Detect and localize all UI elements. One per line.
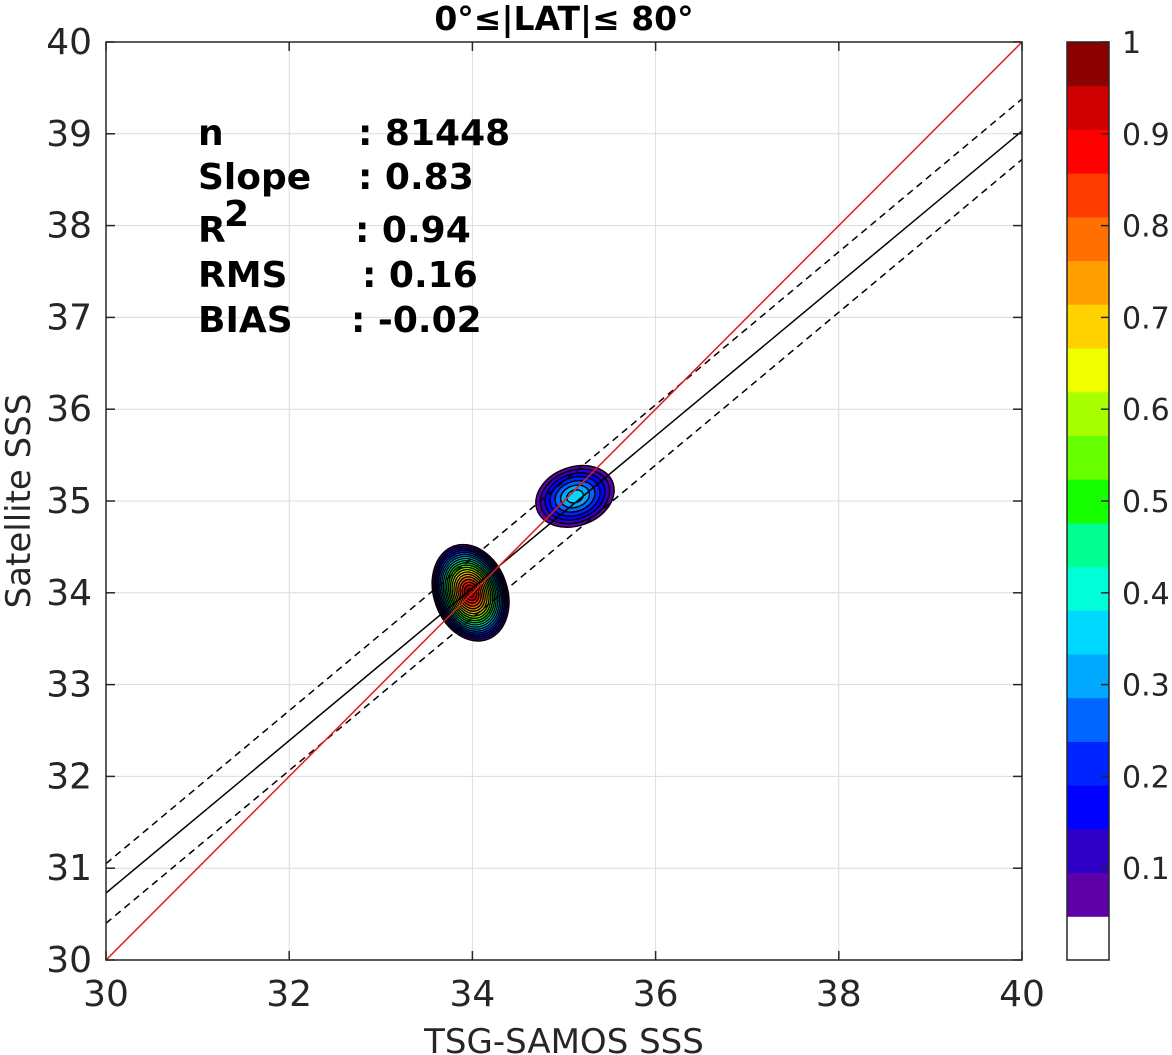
stat-label: RMS [198, 255, 287, 296]
y-tick-label: 40 [46, 22, 92, 63]
colorbar-tick-label: 0.6 [1122, 393, 1170, 428]
statistics-block: n : 81448 Slope : 0.83 R2 : 0.94 RMS : 0.16 BIAS… [198, 113, 510, 341]
regression-line [106, 130, 1022, 894]
colorbar-segment [1067, 85, 1109, 130]
one-to-one-line [106, 42, 1022, 960]
colorbar-segment [1067, 522, 1109, 568]
colorbar-tick-label: 0.4 [1122, 577, 1170, 612]
colorbar-segment [1067, 391, 1109, 436]
density-cluster [535, 464, 615, 528]
colorbar-segment [1067, 610, 1109, 655]
colorbar-segment [1067, 785, 1109, 830]
y-tick-label: 37 [46, 297, 92, 338]
stat-value: : -0.02 [351, 300, 482, 341]
stat-value: : 0.83 [358, 157, 474, 198]
colorbar-tick-label: 0.3 [1122, 669, 1170, 704]
colorbar-segment [1067, 216, 1109, 262]
x-tick-label: 36 [633, 974, 679, 1015]
y-tick-labels: 30 31 32 33 34 35 36 37 38 39 40 [46, 22, 92, 981]
colorbar-tick-label: 0.7 [1122, 301, 1170, 336]
colorbar-tick-label: 0.8 [1122, 210, 1170, 245]
x-tick-label: 30 [83, 974, 129, 1015]
stat-value: : 0.94 [355, 210, 471, 251]
colorbar-segment [1067, 916, 1109, 961]
colorbar-segment [1067, 654, 1109, 699]
stat-label: R [198, 210, 226, 251]
stat-label: n [198, 113, 224, 154]
colorbar-tick-label: 0.9 [1122, 118, 1170, 153]
y-tick-label: 39 [46, 114, 92, 155]
stat-value: : 0.16 [362, 255, 478, 296]
colorbar-segment [1067, 304, 1109, 349]
x-axis-title: TSG-SAMOS SSS [423, 1022, 704, 1055]
x-tick-labels: 30 32 34 36 38 40 [83, 974, 1045, 1015]
colorbar-tick-label: 0.5 [1122, 485, 1170, 520]
y-tick-label: 30 [46, 940, 92, 981]
colorbar-segment [1067, 741, 1109, 786]
colorbar-segment [1067, 828, 1109, 874]
stat-label: BIAS [198, 300, 293, 341]
colorbar-segment [1067, 173, 1109, 218]
fit-lower-bound-line [106, 158, 1022, 924]
y-tick-label: 36 [46, 389, 92, 430]
x-tick-label: 40 [999, 974, 1045, 1015]
colorbar-segment [1067, 348, 1109, 393]
chart-title: 0°≤|LAT|≤ 80° [434, 0, 693, 38]
reference-lines [106, 42, 1022, 960]
y-tick-label: 38 [46, 206, 92, 247]
colorbar-segment [1067, 260, 1109, 305]
stat-value: : 81448 [358, 113, 510, 154]
colorbar: 0.1 0.2 0.3 0.4 0.5 0.6 0.7 0.8 0.9 1 [1066, 26, 1170, 961]
y-tick-label: 32 [46, 756, 92, 797]
colorbar-segment [1067, 872, 1109, 917]
stat-label: Slope [198, 157, 311, 198]
x-tick-label: 32 [266, 974, 312, 1015]
y-tick-label: 33 [46, 665, 92, 706]
x-tick-label: 38 [816, 974, 862, 1015]
colorbar-tick-label: 0.2 [1122, 760, 1170, 795]
fit-upper-bound-line [106, 98, 1022, 865]
grid [105, 41, 1023, 961]
colorbar-segment [1067, 435, 1109, 480]
y-tick-label: 31 [46, 848, 92, 889]
axis-ticks [105, 41, 1023, 961]
colorbar-segment [1067, 566, 1109, 611]
colorbar-tick-label: 0.1 [1122, 852, 1170, 887]
stat-superscript: 2 [224, 194, 249, 235]
y-axis-title: Satellite SSS [0, 394, 39, 609]
colorbar-tick-label: 1 [1122, 26, 1141, 61]
x-tick-label: 34 [449, 974, 495, 1015]
y-tick-label: 35 [46, 481, 92, 522]
y-tick-label: 34 [46, 573, 92, 614]
colorbar-segment [1067, 129, 1109, 174]
colorbar-segment [1067, 42, 1109, 87]
colorbar-segment [1067, 697, 1109, 742]
